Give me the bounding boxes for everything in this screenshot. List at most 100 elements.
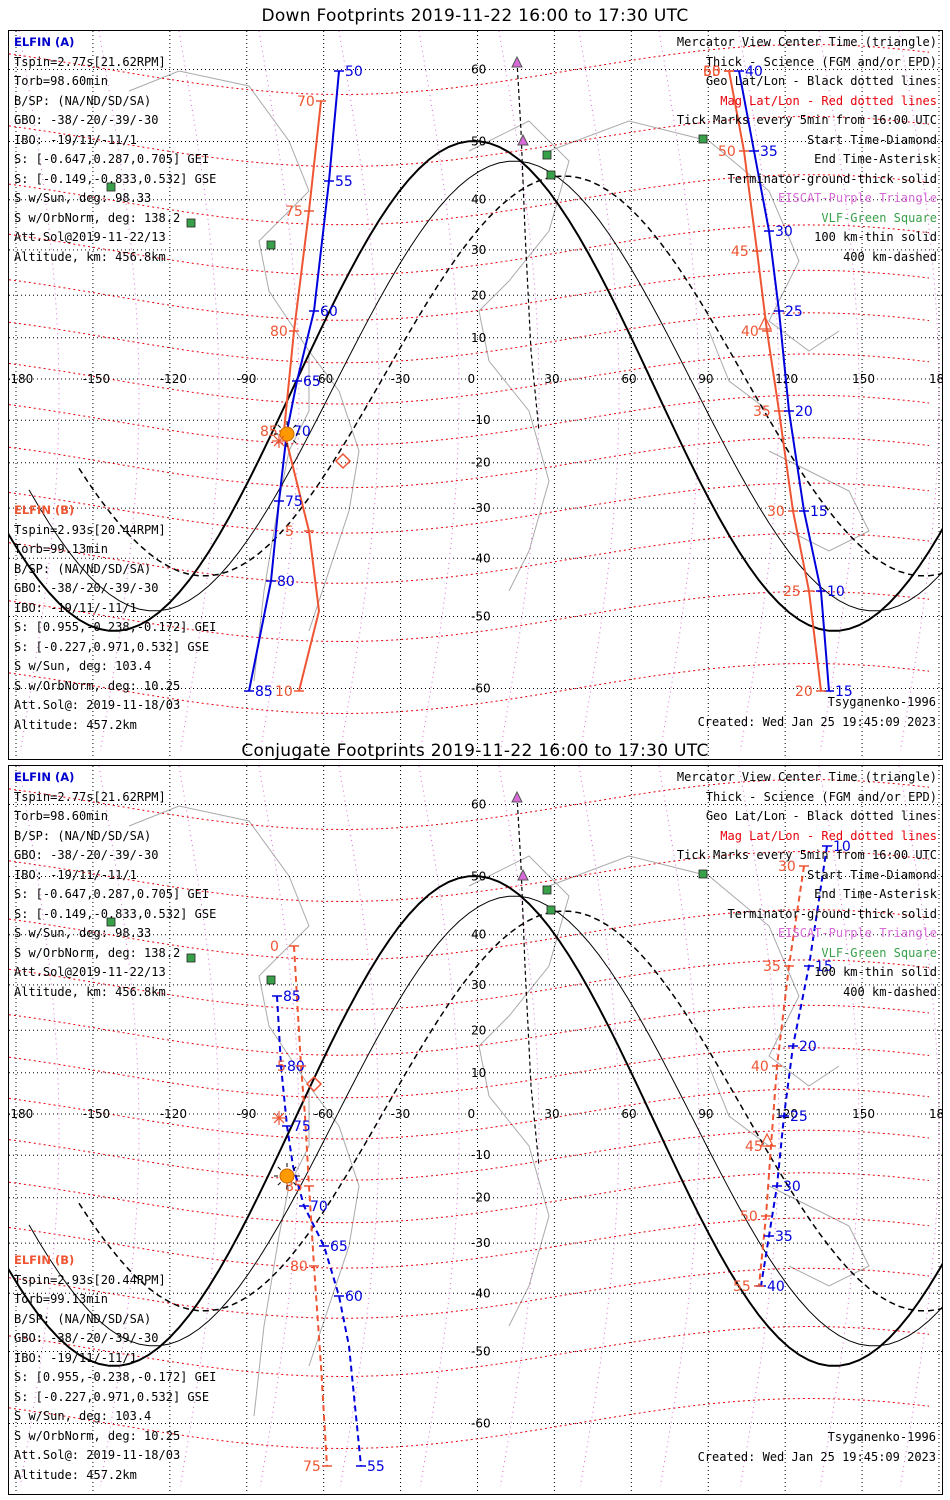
vlf-square-icon: [266, 240, 276, 250]
info-line: Torb=98.60min: [14, 74, 108, 88]
elfin-a-tick-label: 60: [345, 1289, 363, 1305]
lat-tick-label: -20: [471, 1191, 491, 1205]
lat-tick-label: 40: [471, 193, 486, 207]
elfin-b-tick-label: 30: [778, 859, 796, 875]
elfin-a-tick-label: 40: [767, 1279, 785, 1295]
lat-tick-label: 10: [471, 1066, 486, 1080]
eiscat-triangle-icon: [517, 133, 529, 146]
lat-tick-label: -40: [471, 1286, 491, 1300]
lat-tick-label: 20: [471, 1023, 486, 1037]
lon-tick-label: 60: [621, 372, 636, 386]
elfin-b-info-conjugate: ELFIN (B) Tspin=2.93s[20.44RPM] Torb=99.1…: [14, 1251, 216, 1485]
elfin-b-tick-label: 0: [270, 939, 279, 955]
coastline: [128, 805, 310, 1417]
vlf-square-icon: [542, 885, 552, 895]
mag-parallel: [9, 437, 930, 489]
elfin-b-tick-label: 80: [270, 324, 288, 340]
elfin-b-tick-label: 5: [277, 1059, 286, 1075]
lat-tick-label: 20: [471, 288, 486, 302]
info-line: B/SP: (NA/ND/SD/SA): [14, 93, 152, 108]
created-label: Created: Wed Jan 25 19:45:09 2023: [697, 1450, 936, 1464]
mag-parallel: [9, 1172, 930, 1224]
coastline: [548, 855, 840, 1087]
elfin-a-track: [248, 70, 340, 692]
elfin-a-tick-label: 55: [367, 1459, 385, 1475]
elfin-b-tick-label: 35: [763, 959, 781, 975]
lon-tick-label: -60: [314, 1107, 334, 1121]
info-line: Tspin=2.77s[21.62RPM]: [14, 789, 166, 804]
end-asterisk-icon: [273, 435, 285, 447]
coastline: [308, 350, 360, 632]
info-line: Att.Sol@: 2019-11-18/03: [14, 1448, 181, 1462]
mag-parallel: [9, 850, 930, 903]
info-line: S w/Sun, deg: 98.33: [14, 191, 152, 205]
coastline: [768, 450, 870, 552]
coastline: [308, 1085, 360, 1367]
sun-ray: [293, 1182, 297, 1186]
info-line: S: [-0.149,-0.833,0.532] GSE: [14, 171, 217, 186]
legend-item: 400 km-dashed: [843, 984, 937, 999]
vlf-square-icon: [186, 953, 196, 963]
elfin-b-header: ELFIN (B): [14, 503, 75, 517]
eiscat-triangle-icon: [511, 55, 523, 68]
info-line: Att.Sol@2019-11-22/13: [14, 230, 166, 244]
elfin-b-tick-label: 80: [290, 1259, 308, 1275]
mag-parallel: [9, 1267, 930, 1319]
legend-item: EISCAT-Purple Triangle: [778, 926, 937, 940]
info-line: Altitude, km: 456.8km: [14, 984, 166, 999]
elfin-a-tick-label: 80: [287, 1059, 305, 1075]
panel-title-down: Down Footprints 2019-11-22 16:00 to 17:3…: [261, 6, 689, 26]
info-line: Tspin=2.93s[20.44RPM]: [14, 1272, 166, 1287]
elfin-a-tick-label: 85: [283, 989, 301, 1005]
legend-item: Mag Lat/Lon - Red dotted lines: [720, 93, 937, 108]
elfin-b-tick-label: 45: [731, 244, 749, 260]
lon-tick-label: 30: [544, 1107, 559, 1121]
center-time-track: [516, 795, 540, 1167]
legend-item: Tick Marks every 5min from 16:00 UTC: [676, 113, 937, 127]
elfin-b-tick-label: 10: [275, 684, 293, 700]
lat-tick-label: -60: [471, 1416, 491, 1430]
info-line: B/SP: (NA/ND/SD/SA): [14, 1311, 152, 1326]
lon-tick-label: -150: [83, 1107, 110, 1121]
elfin-a-track-east: [738, 70, 830, 692]
elfin-b-tick-label: 55: [733, 1279, 751, 1295]
coastline: [468, 855, 570, 1327]
elfin-a-tick-label: 55: [335, 174, 353, 190]
legend-item: Start Time-Diamond: [806, 867, 937, 882]
vlf-square-icon: [698, 869, 708, 879]
sun-ray: [293, 440, 297, 444]
elfin-b-tick-label: 20: [795, 684, 813, 700]
lon-tick-label: 60: [621, 1107, 636, 1121]
lat-tick-label: 30: [471, 243, 486, 257]
lon-tick-label: -30: [391, 1107, 411, 1121]
elfin-b-tick-label: 55: [703, 64, 721, 80]
elfin-b-tick-label: 75: [285, 204, 303, 220]
elfin-a-tick-label: 10: [827, 584, 845, 600]
elfin-a-tick-label: 70: [310, 1199, 328, 1215]
lat-tick-label: -30: [471, 501, 491, 515]
lon-tick-label: -30: [391, 372, 411, 386]
lon-tick-label: -180: [9, 372, 33, 386]
elfin-b-tick-label: 50: [740, 1209, 758, 1225]
elfin-b-tick-label: 40: [741, 324, 759, 340]
lon-tick-label: -60: [314, 372, 334, 386]
sun-ray: [277, 1166, 281, 1170]
mag-parallel: [9, 1004, 930, 1056]
elfin-a-tick-label: 75: [293, 1119, 311, 1135]
legend-item: Mag Lat/Lon - Red dotted lines: [720, 828, 937, 843]
elfin-a-tick-label: 50: [345, 64, 363, 80]
info-line: Torb=99.13min: [14, 542, 108, 556]
vlf-square-icon: [106, 917, 116, 927]
legend-item: 400 km-dashed: [843, 249, 937, 264]
terminator-ground: [9, 140, 942, 632]
down-footprints-panel: -180-150-120-90-60-300306090120150180706…: [8, 30, 943, 760]
down-footprints-map: -180-150-120-90-60-300306090120150180706…: [9, 31, 942, 759]
legend-down: Mercator View Center Time (triangle) Thic…: [677, 33, 937, 267]
elfin-a-info-down: ELFIN (A) Tspin=2.77s[21.62RPM] Torb=98.6…: [14, 33, 216, 267]
lon-tick-label: -150: [83, 372, 110, 386]
vlf-square-icon: [106, 182, 116, 192]
lat-tick-label: 30: [471, 978, 486, 992]
created-label: Created: Wed Jan 25 19:45:09 2023: [697, 715, 936, 729]
lon-tick-label: 120: [775, 1107, 798, 1121]
sun-ray: [277, 1182, 281, 1186]
